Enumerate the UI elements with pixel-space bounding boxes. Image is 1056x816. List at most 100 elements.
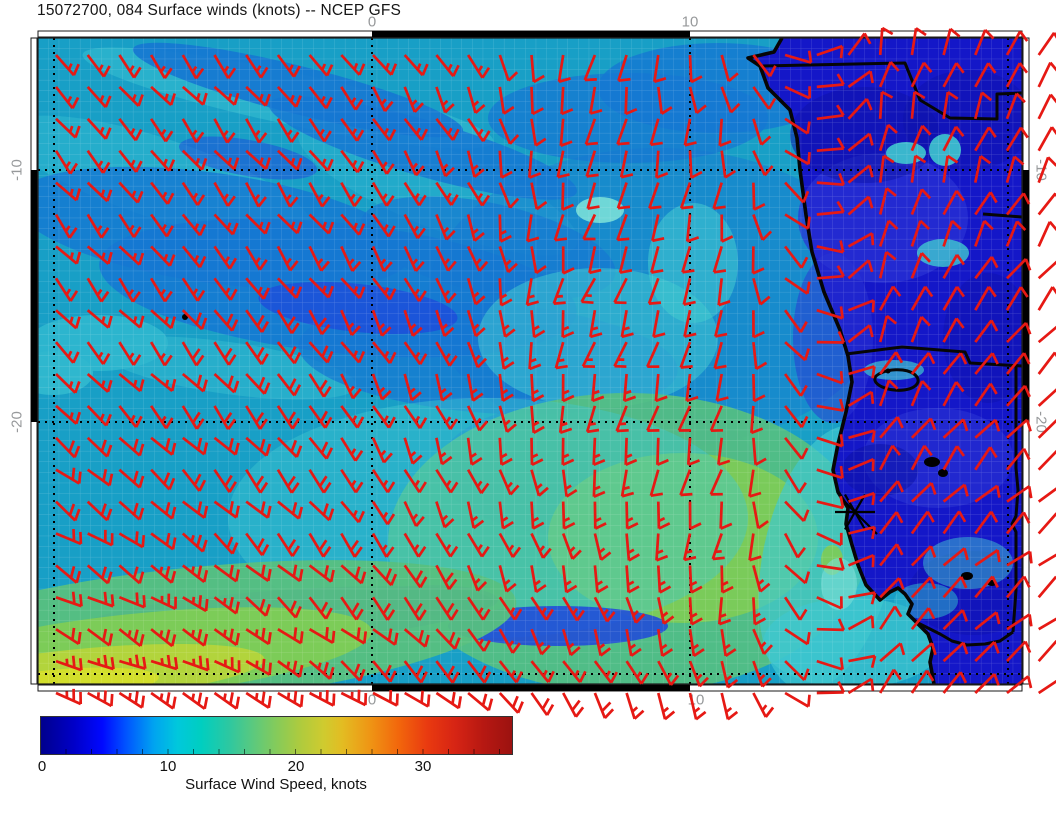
wind-barb	[466, 596, 491, 621]
wind-barb	[276, 309, 300, 335]
wind-barb	[181, 564, 209, 583]
wind-barb	[618, 246, 633, 274]
wind-barb	[245, 468, 269, 494]
wind-barb	[277, 690, 304, 708]
wind-barb	[213, 436, 240, 456]
wind-barb	[277, 660, 304, 678]
wind-barb	[530, 310, 546, 339]
wind-barb	[1037, 449, 1056, 471]
wind-barb	[554, 341, 568, 370]
wind-barb	[213, 245, 238, 270]
wind-barb	[910, 510, 935, 535]
wind-barb	[498, 469, 520, 496]
wind-barb	[1006, 321, 1032, 344]
wind-barb	[86, 468, 114, 487]
wind-barb	[816, 240, 845, 254]
wind-barb	[847, 259, 874, 280]
wind-barb	[308, 373, 332, 398]
wind-barb	[712, 182, 726, 210]
wind-barb	[498, 628, 521, 654]
wind-barb	[847, 70, 875, 88]
wind-barb	[498, 532, 522, 558]
wind-barb	[403, 117, 429, 141]
wind-barb	[467, 691, 494, 712]
wind-barb	[55, 500, 81, 522]
wind-barb	[149, 341, 173, 367]
wind-barb	[340, 500, 366, 524]
wind-barb	[276, 341, 302, 365]
wind-barb	[1037, 93, 1056, 120]
wind-barb	[372, 564, 398, 587]
wind-barb	[55, 627, 82, 646]
wind-barb	[403, 660, 428, 684]
wind-barb	[784, 628, 811, 646]
wind-barb	[879, 351, 904, 375]
wind-barb	[619, 150, 634, 179]
wind-barb	[371, 277, 397, 301]
wind-barb	[784, 117, 811, 135]
wind-barb	[340, 564, 367, 585]
wind-barb	[245, 658, 272, 676]
wind-barb	[435, 245, 457, 272]
wind-barb	[55, 309, 81, 330]
wind-barb	[55, 245, 82, 265]
wind-barb	[709, 405, 724, 433]
wind-barb	[276, 245, 299, 272]
wind-barb	[403, 596, 427, 621]
wind-barb	[213, 181, 236, 207]
wind-barb	[942, 671, 968, 694]
wind-barb	[878, 250, 897, 279]
wind-barb	[910, 90, 926, 119]
wind-barb	[622, 373, 637, 403]
wind-barb	[752, 597, 767, 626]
wind-barb	[879, 480, 904, 503]
wind-barb	[942, 27, 961, 56]
wind-barb	[942, 381, 965, 407]
wind-barb	[942, 125, 965, 152]
wind-barb	[974, 418, 1001, 439]
wind-barb	[276, 596, 302, 619]
wind-barb	[816, 265, 845, 280]
wind-barb	[435, 660, 460, 684]
wind-barb	[435, 596, 459, 621]
wind-barb	[649, 118, 663, 147]
wind-barb	[910, 285, 934, 311]
wind-barb	[371, 341, 397, 364]
wind-barb	[752, 54, 777, 78]
wind-barb	[711, 533, 725, 561]
wind-barb	[530, 373, 545, 403]
wind-barb	[974, 510, 999, 535]
wind-barb	[719, 501, 733, 530]
wind-barb	[655, 533, 669, 562]
wind-barb	[1006, 418, 1032, 439]
wind-barb	[688, 629, 705, 658]
wind-barb	[656, 565, 672, 594]
wind-barb	[586, 182, 600, 210]
wind-barb	[878, 219, 899, 247]
wind-barb	[403, 54, 429, 77]
wind-barb	[593, 501, 607, 530]
wind-barb	[403, 564, 428, 589]
wind-barb	[878, 154, 895, 183]
wind-barb	[498, 245, 518, 274]
wind-barb	[245, 85, 271, 107]
wind-barb	[910, 444, 933, 471]
wind-barb	[530, 54, 545, 84]
wind-barb	[620, 469, 635, 498]
wind-barb	[55, 404, 81, 425]
wind-barb	[942, 609, 969, 631]
wind-barb	[371, 86, 394, 112]
wind-barb	[748, 469, 762, 498]
wind-barb	[435, 150, 455, 178]
wind-barb	[277, 627, 304, 645]
wind-barb	[308, 309, 331, 336]
wind-barb	[816, 681, 846, 695]
wind-barb	[784, 405, 809, 429]
wind-barb	[530, 469, 549, 497]
wind-barb	[615, 405, 629, 433]
wind-barb	[651, 214, 665, 243]
wind-barb	[683, 118, 697, 147]
wind-barb	[557, 54, 571, 83]
wind-barb	[942, 62, 965, 88]
country-border	[982, 212, 1022, 219]
